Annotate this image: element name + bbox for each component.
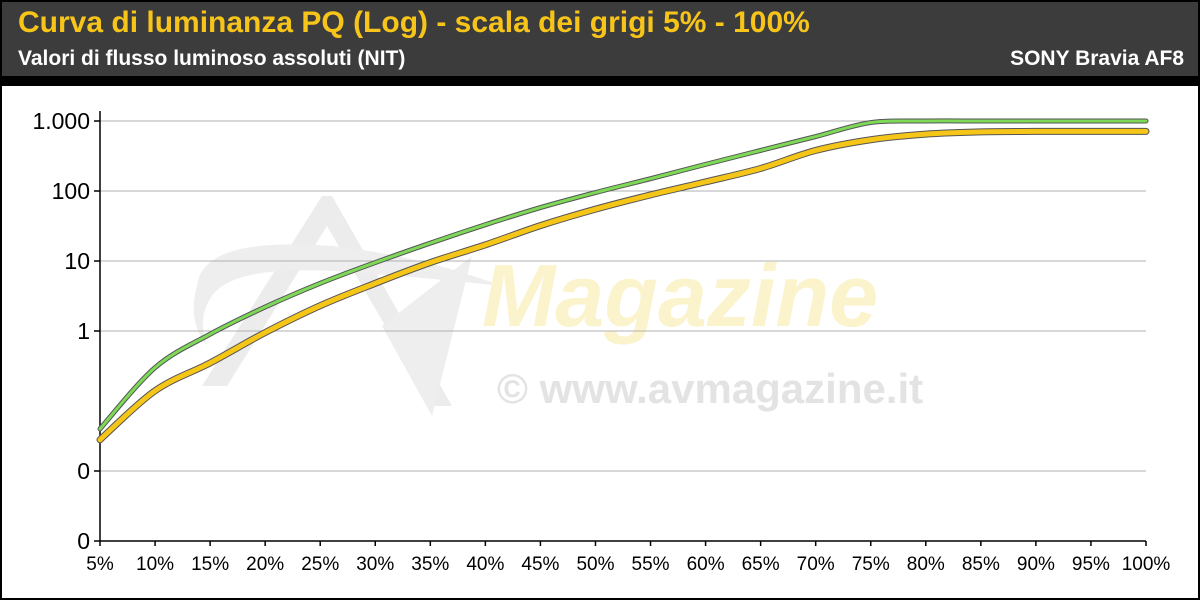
x-tick-label-14: 75%: [852, 554, 890, 575]
y-tick-label-3: 10: [64, 248, 90, 274]
x-tick-label-8: 45%: [521, 554, 559, 575]
x-tick-label-17: 90%: [1017, 554, 1055, 575]
y-tick-label-1: 0: [77, 458, 90, 484]
x-tick-label-13: 70%: [797, 554, 835, 575]
x-tick-label-9: 50%: [576, 554, 614, 575]
watermark-logo-text: Magazine: [482, 246, 878, 345]
x-tick-label-0: 5%: [86, 554, 114, 575]
axes: [94, 111, 1147, 546]
plot-panel: Magazine © www.avmagazine.it 0 0 1 10 100 1.0…: [2, 86, 1198, 598]
x-tick-labels: 5% 10% 15% 20% 25% 30% 35% 40% 45% 50% 55% 60% 65% 70…: [86, 554, 1170, 575]
series-line-1: [97, 128, 1149, 443]
series-line-0: [98, 119, 1148, 431]
y-tick-label-4: 100: [52, 178, 90, 204]
x-tick-label-5: 30%: [356, 554, 394, 575]
x-tick-label-2: 15%: [191, 554, 229, 575]
chart-title: Curva di luminanza PQ (Log) - scala dei …: [18, 6, 810, 39]
series-lines: [96, 118, 1150, 444]
x-tick-label-15: 80%: [907, 554, 945, 575]
luminance-chart: Magazine © www.avmagazine.it 0 0 1 10 100 1.0…: [32, 108, 1170, 575]
x-tick-label-3: 20%: [246, 554, 284, 575]
x-tick-label-6: 35%: [411, 554, 449, 575]
watermark-url: © www.avmagazine.it: [497, 365, 923, 412]
y-tick-labels: 0 0 1 10 100 1.000: [32, 108, 90, 554]
x-tick-label-1: 10%: [136, 554, 174, 575]
x-tick-label-12: 65%: [742, 554, 780, 575]
x-tick-label-18: 95%: [1072, 554, 1110, 575]
x-tick-label-7: 40%: [466, 554, 504, 575]
x-tick-label-19: 100%: [1122, 554, 1171, 575]
y-tick-label-2: 1: [77, 318, 90, 344]
x-tick-label-4: 25%: [301, 554, 339, 575]
y-tick-label-0: 0: [77, 528, 90, 554]
chart-subtitle: Valori di flusso luminoso assoluti (NIT): [18, 47, 406, 70]
watermark-logo: Magazine © www.avmagazine.it: [193, 196, 923, 416]
tv-model-label: SONY Bravia AF8: [1010, 47, 1184, 70]
x-tick-label-10: 55%: [632, 554, 670, 575]
x-tick-label-11: 60%: [687, 554, 725, 575]
x-tick-label-16: 85%: [962, 554, 1000, 575]
y-tick-label-5: 1.000: [32, 108, 90, 134]
chart-header: Curva di luminanza PQ (Log) - scala dei …: [2, 2, 1198, 76]
